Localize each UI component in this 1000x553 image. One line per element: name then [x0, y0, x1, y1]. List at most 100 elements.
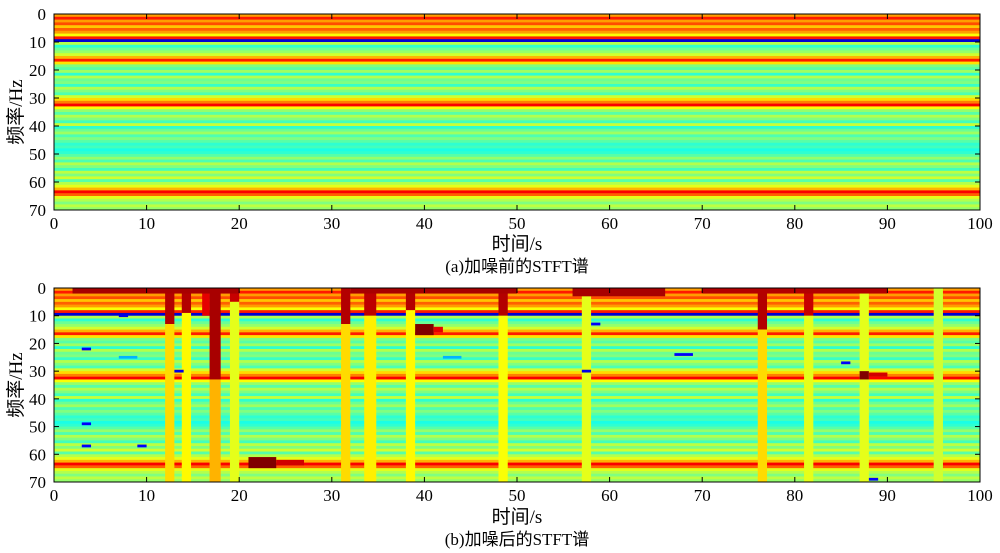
heatmap-row-band	[54, 398, 980, 403]
x-tick-label: 50	[509, 214, 526, 233]
heatmap-feature-dash	[868, 477, 879, 481]
heatmap-feature-column	[364, 288, 377, 316]
y-tick-label: 10	[29, 307, 46, 326]
y-tick-label: 30	[29, 362, 46, 381]
y-tick-label: 10	[29, 33, 46, 52]
heatmap-feature-column	[933, 288, 943, 482]
heatmap-row-band	[54, 154, 980, 158]
heatmap-row-band	[54, 401, 980, 405]
heatmap-feature-column	[229, 301, 240, 482]
heatmap-feature-column	[181, 288, 192, 313]
heatmap-row-band	[54, 145, 980, 149]
heatmap-row-band	[54, 30, 980, 35]
heatmap-row-band	[54, 176, 980, 180]
y-axis-title: 频率/Hz	[5, 79, 27, 144]
y-tick-label: 70	[29, 201, 46, 220]
heatmap-row-band	[54, 382, 980, 386]
heatmap-row-band	[54, 173, 980, 177]
heatmap-row-band	[54, 396, 980, 400]
heatmap-row-band	[54, 343, 980, 347]
heatmap-row-band	[54, 36, 980, 40]
heatmap-row-band	[54, 332, 980, 336]
heatmap-feature-column	[229, 288, 240, 302]
heatmap-row-band	[54, 67, 980, 71]
heatmap-row-band	[54, 346, 980, 350]
heatmap-row-band	[54, 432, 980, 436]
x-tick-label: 20	[231, 214, 248, 233]
heatmap-feature-column	[757, 329, 768, 482]
heatmap-row-band	[54, 451, 980, 455]
heatmap-row-band	[54, 198, 980, 203]
heatmap-feature-dash	[841, 361, 851, 365]
heatmap-row-band	[54, 304, 980, 308]
heatmap-row-band	[54, 92, 980, 96]
heatmap-row-band	[54, 142, 980, 147]
heatmap-row-band	[54, 19, 980, 23]
heatmap-cells	[54, 288, 980, 483]
heatmap-row-band	[54, 423, 980, 428]
heatmap-row-band	[54, 117, 980, 121]
heatmap-row-band	[54, 407, 980, 411]
heatmap-row-band	[54, 379, 980, 383]
heatmap-row-band	[54, 123, 980, 127]
stft-chart-after-noise: 0 10 20 30 40 50 60 70 80 90 100 0 10 20 30 40 50 60 70 时间/…	[5, 279, 993, 549]
x-tick-label: 20	[231, 486, 248, 505]
heatmap-row-band	[54, 362, 980, 367]
heatmap-feature-dash	[581, 369, 592, 373]
heatmap-row-band	[54, 168, 980, 172]
heatmap-row-band	[54, 187, 980, 191]
x-tick-label: 0	[50, 486, 59, 505]
heatmap-feature-column	[165, 324, 175, 482]
heatmap-feature-hbar	[72, 288, 240, 294]
heatmap-row-band	[54, 393, 980, 397]
heatmap-row-band	[54, 140, 980, 144]
heatmap-row-band	[54, 44, 980, 49]
y-tick-label: 40	[29, 390, 46, 409]
heatmap-row-band	[54, 114, 980, 119]
heatmap-feature-column	[859, 288, 869, 482]
heatmap-row-band	[54, 84, 980, 88]
heatmap-row-band	[54, 373, 980, 378]
y-tick-label: 50	[29, 418, 46, 437]
heatmap-feature-column	[405, 288, 416, 311]
heatmap-row-band	[54, 335, 980, 339]
heatmap-row-band	[54, 351, 980, 356]
heatmap-row-band	[54, 151, 980, 155]
y-tick-label: 40	[29, 117, 46, 136]
heatmap-feature-column	[202, 288, 210, 316]
heatmap-row-band	[54, 126, 980, 130]
heatmap-row-band	[54, 340, 980, 344]
heatmap-feature-dash	[591, 322, 601, 326]
heatmap-row-band	[54, 376, 980, 380]
heatmap-row-band	[54, 61, 980, 65]
heatmap-feature-column	[181, 312, 192, 482]
heatmap-feature-column	[209, 288, 221, 380]
heatmap-row-band	[54, 418, 980, 422]
heatmap-row-band	[54, 324, 980, 328]
x-tick-label: 10	[138, 214, 155, 233]
heatmap-row-band	[54, 329, 980, 333]
y-tick-label: 20	[29, 334, 46, 353]
y-tick-label: 70	[29, 473, 46, 492]
heatmap-row-band	[54, 415, 980, 419]
heatmap-row-band	[54, 47, 980, 51]
heatmap-row-band	[54, 443, 980, 447]
heatmap-row-band	[54, 357, 980, 361]
heatmap-row-band	[54, 50, 980, 54]
heatmap-row-band	[54, 412, 980, 416]
y-tick-label: 50	[29, 145, 46, 164]
heatmap-row-band	[54, 100, 980, 105]
heatmap-row-band	[54, 165, 980, 169]
heatmap-row-band	[54, 307, 980, 311]
heatmap-feature-column	[341, 324, 351, 482]
heatmap-row-band	[54, 365, 980, 369]
heatmap-row-band	[54, 434, 980, 439]
y-tick-label: 30	[29, 89, 46, 108]
x-tick-label: 40	[416, 486, 433, 505]
x-tick-label: 80	[786, 214, 803, 233]
heatmap-feature-column	[498, 315, 508, 482]
y-tick-label: 20	[29, 61, 46, 80]
heatmap-row-band	[54, 326, 980, 331]
heatmap-row-band	[54, 468, 980, 472]
heatmap-row-band	[54, 293, 980, 297]
